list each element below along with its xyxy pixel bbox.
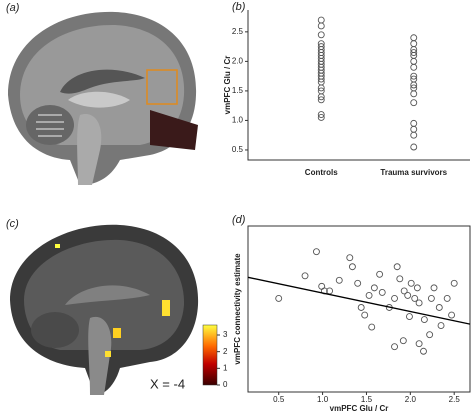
- x-tick-label: Controls: [305, 168, 338, 177]
- x-tick-label: Trauma survivors: [380, 168, 447, 177]
- point: [376, 270, 384, 278]
- point: [368, 323, 376, 331]
- point: [410, 81, 418, 89]
- point: [399, 337, 407, 345]
- point: [354, 279, 362, 287]
- x-axis-title: vmPFC Glu / Cr: [330, 404, 389, 413]
- point: [317, 111, 325, 118]
- point: [312, 248, 320, 256]
- point: [378, 288, 386, 296]
- point: [415, 340, 423, 348]
- brain-sagittal-c: [10, 224, 199, 395]
- point: [410, 49, 418, 56]
- point: [415, 299, 423, 307]
- point: [410, 63, 418, 71]
- point: [437, 322, 445, 330]
- point: [317, 75, 325, 83]
- point: [335, 276, 343, 284]
- point: [410, 72, 418, 80]
- point: [410, 57, 418, 65]
- point: [317, 31, 325, 39]
- point: [396, 275, 404, 283]
- point: [346, 254, 354, 262]
- point: [410, 131, 418, 139]
- panel-label: (a): [6, 2, 20, 14]
- y-axis-title: vmPFC Glu / Cr: [223, 56, 232, 115]
- colorbar-tick-label: 3: [223, 330, 228, 339]
- point: [393, 263, 401, 271]
- point: [426, 331, 434, 339]
- x-tick-label: 0.5: [273, 395, 285, 404]
- point: [357, 304, 365, 311]
- point: [404, 291, 412, 299]
- y-axis-title: vmPFC connectivity estimate: [233, 253, 242, 365]
- point: [318, 282, 326, 290]
- colorbar-tick-label: 0: [223, 380, 228, 389]
- point: [410, 119, 418, 127]
- point: [391, 343, 398, 351]
- y-tick-label: 2.0: [232, 56, 244, 65]
- point: [348, 263, 356, 271]
- point: [317, 93, 325, 101]
- panel-label: (b): [232, 1, 246, 13]
- point: [317, 84, 325, 92]
- point: [365, 291, 373, 299]
- point: [317, 114, 325, 121]
- point: [406, 313, 413, 320]
- x-tick-label: 2.0: [405, 395, 417, 404]
- colorbar-tick-label: 2: [223, 347, 228, 356]
- point: [420, 347, 427, 355]
- point: [443, 294, 451, 302]
- point: [317, 16, 325, 24]
- point: [275, 294, 283, 302]
- panel-label: (c): [6, 218, 19, 230]
- axis-box: [247, 225, 471, 393]
- point: [427, 294, 435, 302]
- y-tick-label: 1.5: [232, 86, 244, 95]
- point: [450, 279, 458, 287]
- point: [361, 311, 369, 319]
- point: [413, 284, 421, 292]
- point: [301, 272, 309, 280]
- point: [410, 125, 418, 133]
- point: [420, 316, 428, 324]
- point: [370, 284, 378, 292]
- point: [410, 34, 418, 42]
- y-tick-label: 0.5: [232, 145, 244, 154]
- point: [317, 96, 325, 104]
- point: [435, 304, 443, 311]
- x-tick-label: 1.0: [317, 395, 329, 404]
- point: [391, 294, 398, 302]
- point: [317, 22, 325, 30]
- point: [410, 99, 418, 107]
- point: [448, 311, 456, 319]
- point: [411, 294, 419, 302]
- point: [430, 284, 438, 292]
- colorbar-tick-label: 1: [223, 363, 228, 372]
- y-tick-label: 2.5: [232, 27, 244, 36]
- panel-label: (d): [232, 214, 246, 226]
- colorbar: [202, 324, 218, 386]
- point: [410, 90, 418, 98]
- brain-sagittal-a: [8, 11, 198, 185]
- slice-label: X = -4: [150, 376, 185, 391]
- fit-line: [247, 276, 471, 325]
- charts: 0 1 2 3 (b) vmPFC Glu / Cr 0.5 1.0 1.5 2.0 2.5 Cont…: [217, 1, 471, 413]
- y-tick-label: 1.0: [232, 116, 244, 125]
- point: [407, 279, 415, 287]
- point: [400, 287, 408, 295]
- point: [410, 143, 418, 151]
- x-tick-label: 2.5: [449, 395, 461, 404]
- x-tick-label: 1.5: [361, 395, 373, 404]
- point: [410, 40, 418, 48]
- axis: [247, 10, 470, 161]
